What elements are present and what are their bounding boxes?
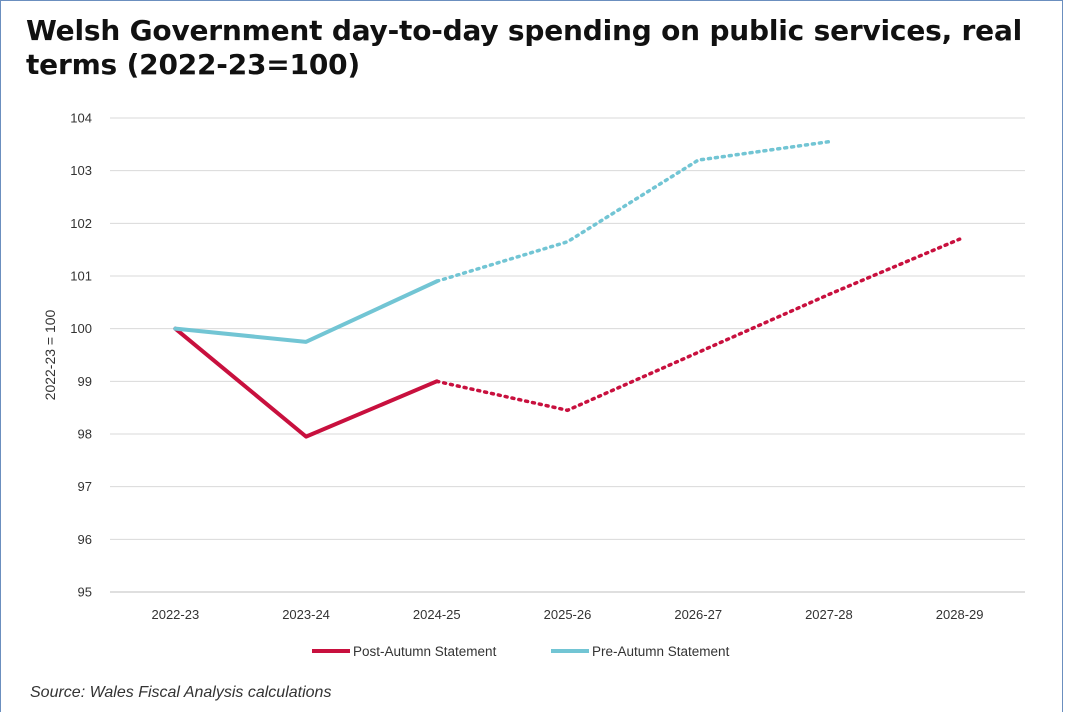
x-tick-label: 2027-28 bbox=[805, 607, 853, 622]
pre-autumn-statement-legend-label: Pre-Autumn Statement bbox=[592, 644, 730, 659]
post-autumn-statement-line-projected bbox=[435, 237, 962, 413]
y-tick-label: 102 bbox=[70, 216, 92, 231]
y-tick-label: 103 bbox=[70, 163, 92, 178]
pre-autumn-statement-line-actual bbox=[173, 279, 439, 344]
x-tick-label: 2028-29 bbox=[936, 607, 984, 622]
x-tick-label: 2025-26 bbox=[544, 607, 592, 622]
x-axis-ticks: 2022-23 2023-24 2024-25 2025-26 2026-27 2027-… bbox=[151, 607, 983, 622]
x-tick-label: 2024-25 bbox=[413, 607, 461, 622]
y-tick-label: 98 bbox=[78, 427, 92, 442]
x-tick-label: 2026-27 bbox=[674, 607, 722, 622]
y-tick-label: 104 bbox=[70, 111, 92, 126]
post-autumn-statement-line-actual bbox=[173, 326, 439, 439]
x-tick-label: 2023-24 bbox=[282, 607, 330, 622]
gridlines bbox=[110, 117, 1025, 593]
pre-autumn-statement-line-projected bbox=[435, 139, 831, 284]
y-axis-ticks: 95 96 97 98 99 100 101 102 103 104 bbox=[70, 111, 92, 600]
x-tick-label: 2022-23 bbox=[151, 607, 199, 622]
y-tick-label: 96 bbox=[78, 532, 92, 547]
series-lines bbox=[173, 139, 962, 439]
y-tick-label: 97 bbox=[78, 479, 92, 494]
y-tick-label: 101 bbox=[70, 269, 92, 284]
y-tick-label: 95 bbox=[78, 585, 92, 600]
y-axis-label: 2022-23 = 100 bbox=[42, 309, 58, 400]
y-tick-label: 100 bbox=[70, 321, 92, 336]
source-note: Source: Wales Fiscal Analysis calculatio… bbox=[30, 684, 332, 701]
post-autumn-statement-legend-label: Post-Autumn Statement bbox=[353, 644, 497, 659]
chart-title: Welsh Government day-to-day spending on … bbox=[26, 14, 1023, 81]
legend: Post-Autumn Statement Pre-Autumn Statemen… bbox=[312, 644, 730, 659]
y-tick-label: 99 bbox=[78, 374, 92, 389]
